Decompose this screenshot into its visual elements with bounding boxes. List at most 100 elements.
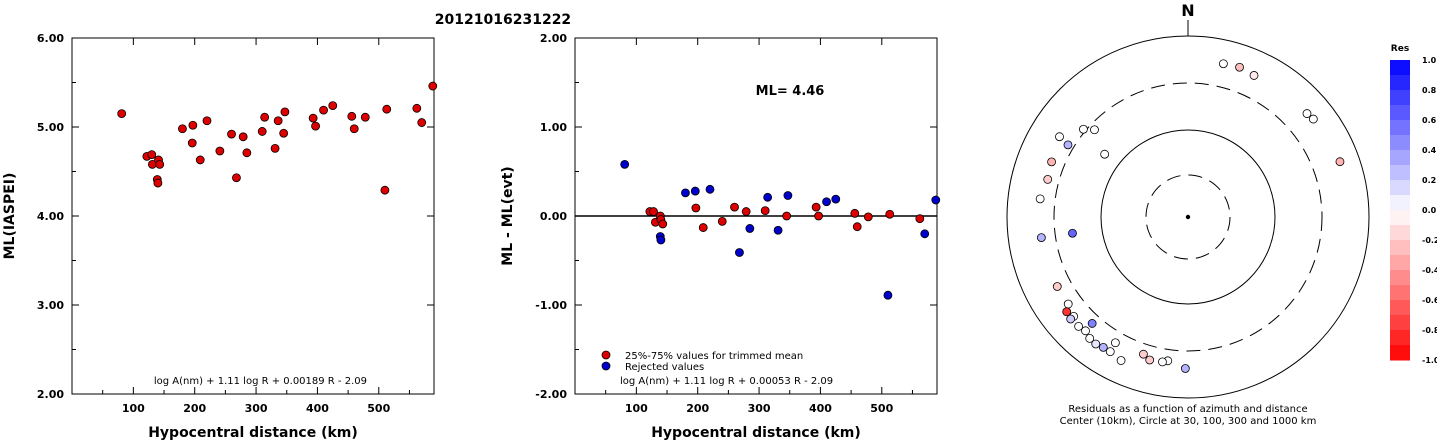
station-point-4 xyxy=(1335,157,1345,167)
formula-2: log A(nm) + 1.11 log R + 0.00053 R - 2.0… xyxy=(620,376,833,387)
plot-frame-1 xyxy=(71,37,435,395)
colorbar-cell-17 xyxy=(1390,315,1410,331)
ml-point-28 xyxy=(347,111,357,121)
legend: 25%-75% values for trimmed mean Rejected… xyxy=(601,350,803,373)
ml-point-13 xyxy=(215,146,225,156)
station-point-27 xyxy=(1110,338,1120,348)
station-point-19 xyxy=(1066,314,1076,324)
ml-point-22 xyxy=(279,128,289,138)
colorbar-tick-label-5: 0.0 xyxy=(1422,206,1437,215)
ml-point-11 xyxy=(195,155,205,165)
residual-point-s1-3 xyxy=(681,188,690,198)
caption-line-2: Center (10km), Circle at 30, 100, 300 an… xyxy=(1060,416,1317,427)
p2-ytick-label-2: 0.00 xyxy=(540,210,567,223)
residual-point-s0-6 xyxy=(691,203,701,213)
colorbar-tick-label-6: -0.2 xyxy=(1422,236,1437,245)
colorbar-cell-13 xyxy=(1390,255,1410,271)
station-point-20 xyxy=(1074,321,1084,331)
ml-point-7 xyxy=(155,159,165,169)
formula-1: log A(nm) + 1.11 log R + 0.00189 R - 2.0… xyxy=(154,376,367,387)
colorbar-cell-15 xyxy=(1390,285,1410,301)
residual-point-s0-1 xyxy=(649,207,658,216)
colorbar-cell-19 xyxy=(1390,345,1410,361)
station-point-8 xyxy=(1063,140,1073,150)
x-axis-label-1: Hypocentral distance (km) xyxy=(148,425,358,441)
residual-point-s0-12 xyxy=(782,211,792,221)
p2-xtick-label-4: 500 xyxy=(870,402,893,415)
ring-1000km xyxy=(1006,35,1370,399)
north-label: N xyxy=(1181,1,1194,20)
station-point-14 xyxy=(1052,282,1062,291)
azimuth-residual-panel: N Residuals as a function of azimuth and… xyxy=(1006,1,1370,427)
residual-point-s0-9 xyxy=(730,202,739,212)
p1-xtick-label-3: 400 xyxy=(306,402,329,415)
colorbar-cell-11 xyxy=(1390,225,1410,241)
station-point-25 xyxy=(1116,356,1126,365)
station-point-24 xyxy=(1105,347,1115,357)
ml-point-8 xyxy=(178,124,187,134)
station-point-3 xyxy=(1308,114,1318,124)
p2-xtick-label-3: 400 xyxy=(809,402,832,415)
colorbar-tick-label-3: 0.4 xyxy=(1422,146,1437,155)
station-point-0 xyxy=(1218,59,1228,69)
residual-point-s0-17 xyxy=(863,212,873,222)
ml-point-12 xyxy=(202,116,212,126)
points-1 xyxy=(117,81,438,195)
colorbar-tick-label-0: 1.0 xyxy=(1422,56,1437,65)
y-axis-label-2: ML - ML(evt) xyxy=(500,166,516,265)
ml-point-21 xyxy=(273,116,283,126)
colorbar-cell-4 xyxy=(1390,120,1410,136)
p1-ytick-label-1: 3.00 xyxy=(37,299,64,312)
station-point-11 xyxy=(1043,175,1053,184)
residual-point-s1-6 xyxy=(735,248,744,257)
residual-point-s0-11 xyxy=(760,206,770,216)
colorbar-cell-6 xyxy=(1390,150,1410,166)
residual-point-s1-10 xyxy=(783,191,793,200)
station-point-7 xyxy=(1055,132,1064,142)
station-point-13 xyxy=(1036,233,1046,243)
ml-point-2 xyxy=(147,150,157,159)
residual-point-s1-2 xyxy=(656,235,666,245)
ml-value-label: ML= 4.46 xyxy=(756,84,825,99)
colorbar: Res 1.0 0.8 0.6 0.4 0.2 0.0 -0.2 -0.4 -0.6 -0.8 -1… xyxy=(1390,44,1437,365)
residual-point-s0-19 xyxy=(915,214,925,224)
p1-xtick-label-4: 500 xyxy=(367,402,390,415)
residual-point-s1-9 xyxy=(773,225,783,235)
ml-point-27 xyxy=(328,101,338,111)
residual-point-s1-12 xyxy=(831,194,841,204)
ml-point-32 xyxy=(382,104,392,114)
station-point-18 xyxy=(1062,307,1072,317)
residual-point-s1-14 xyxy=(920,229,930,239)
station-point-9 xyxy=(1079,124,1088,134)
residual-point-s0-13 xyxy=(811,202,821,212)
residual-point-s1-15 xyxy=(931,195,941,205)
colorbar-cell-16 xyxy=(1390,300,1410,316)
residual-point-s0-10 xyxy=(741,207,751,216)
station-point-22 xyxy=(1091,339,1101,349)
points-2 xyxy=(620,159,941,300)
station-point-1 xyxy=(1249,71,1259,80)
residual-point-s1-0 xyxy=(620,159,630,169)
station-point-15 xyxy=(1063,299,1073,309)
colorbar-cell-18 xyxy=(1390,330,1410,346)
station-point-12 xyxy=(1035,194,1045,204)
residual-point-s0-14 xyxy=(814,211,823,221)
ring-30km xyxy=(1145,174,1231,260)
ml-point-34 xyxy=(417,118,427,127)
colorbar-cell-2 xyxy=(1390,90,1410,106)
colorbar-cell-1 xyxy=(1390,75,1410,91)
colorbar-cell-12 xyxy=(1390,240,1410,256)
residual-point-s0-15 xyxy=(850,208,860,218)
p2-xtick-label-2: 300 xyxy=(748,402,771,415)
axis-ticks-1: 100 200 300 400 500 2.00 3.00 4.00 5.00 6.00 xyxy=(37,32,434,415)
colorbar-ticks: 1.0 0.8 0.6 0.4 0.2 0.0 -0.2 -0.4 -0.6 -0.8 -1.0 xyxy=(1422,56,1437,365)
legend-label-rejected: Rejected values xyxy=(625,362,704,373)
ml-point-5 xyxy=(153,178,163,188)
residual-point-s1-4 xyxy=(690,186,700,196)
ring-300km xyxy=(1053,82,1323,352)
p1-xtick-label-0: 100 xyxy=(122,402,145,415)
p2-ytick-label-0: -2.00 xyxy=(535,388,567,401)
ml-point-18 xyxy=(257,127,267,136)
residual-point-s0-18 xyxy=(885,209,895,219)
ml-point-26 xyxy=(319,105,328,115)
